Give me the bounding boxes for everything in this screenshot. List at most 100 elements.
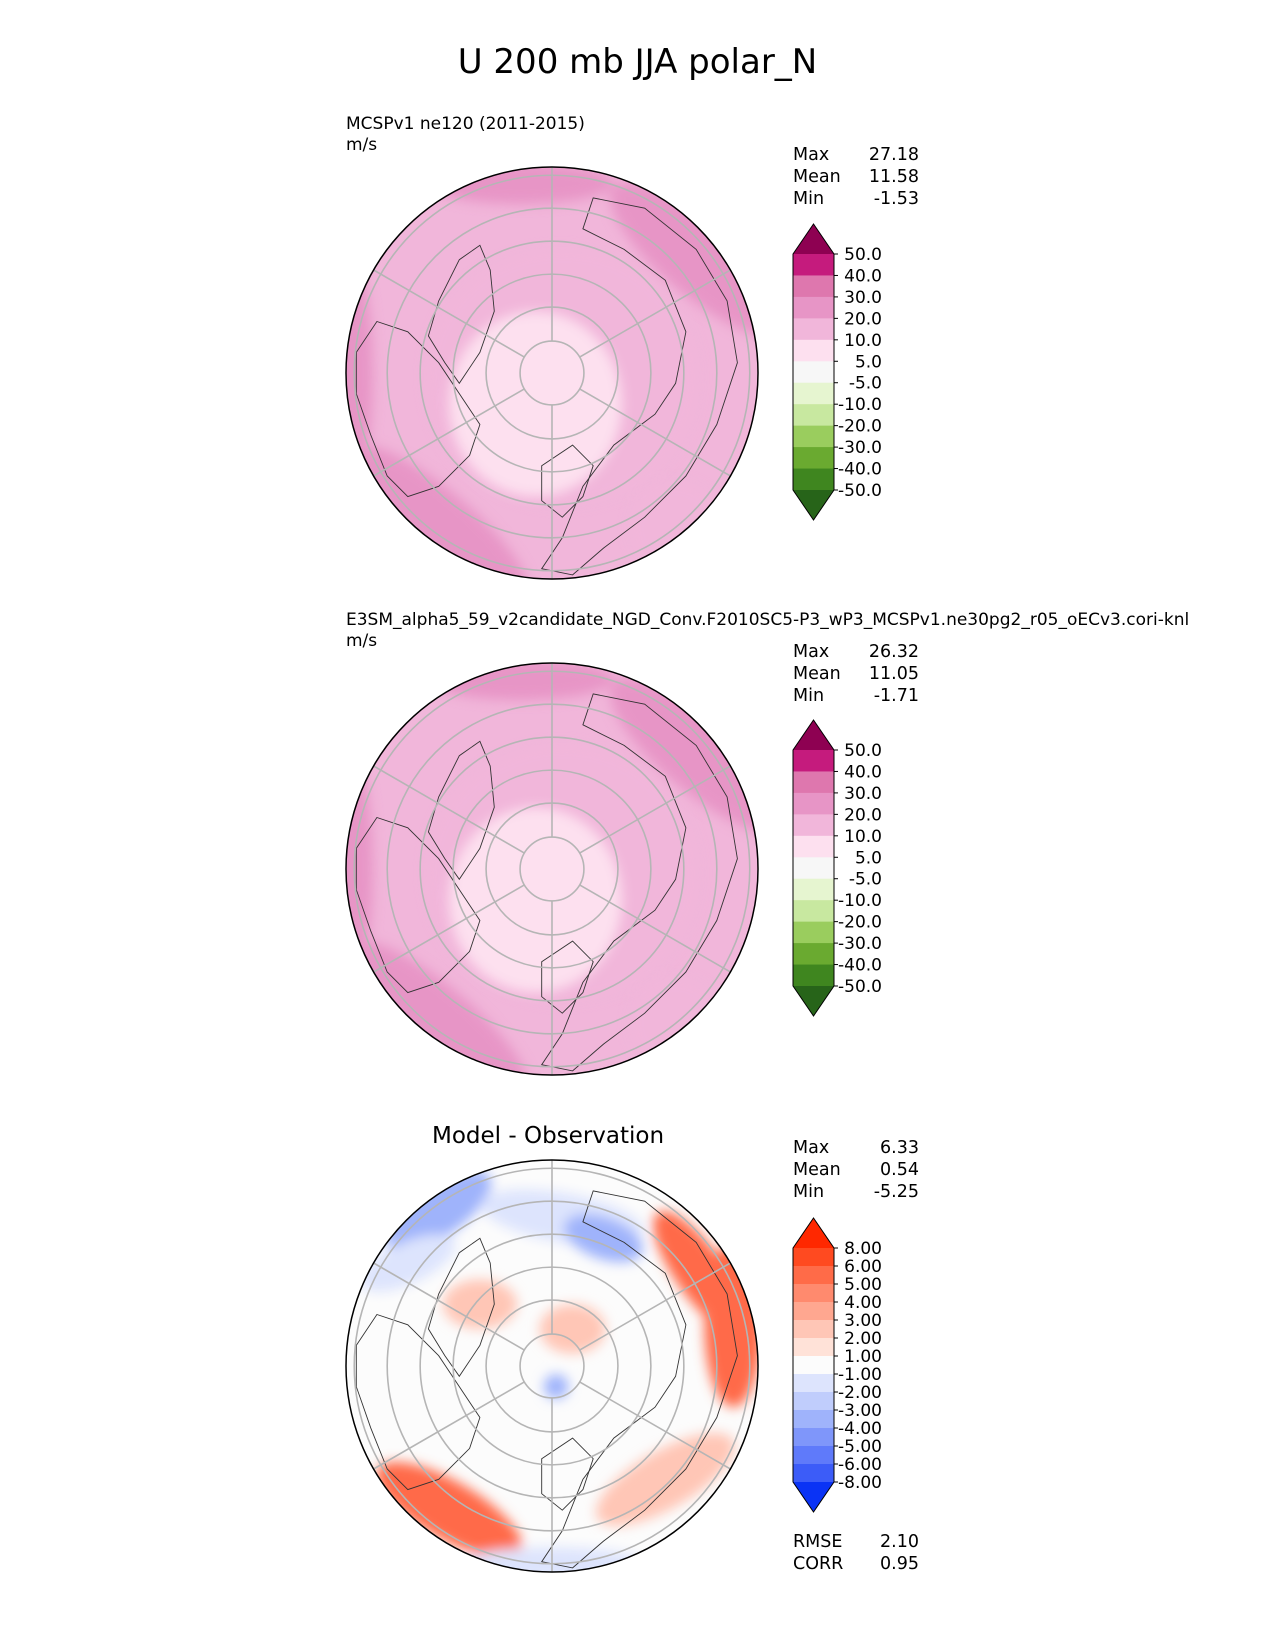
coastline-1 [355,320,481,498]
colorbar-2: 50.040.030.020.010.05.0-5.0-10.0-20.0-30… [792,719,882,1017]
colorbar-extend-max [793,1218,834,1248]
colorbar-segment [793,1410,834,1429]
panel1-units: m/s [346,135,378,155]
colorbar-tick-label: -30.0 [838,438,882,458]
colorbar-segment [793,835,834,858]
west-jet-region [346,259,373,487]
colorbar-extend-min [793,986,834,1016]
colorbar-segment [793,900,834,923]
colorbar-segment [793,750,834,772]
anomaly-regions [360,1170,758,1572]
meridian [373,269,525,358]
stat-value: 27.18 [868,145,919,165]
colorbar-extend-max [793,224,834,254]
colorbar-tick-label: -4.00 [838,1419,882,1439]
colorbar-tick-label: 6.00 [844,1257,882,1277]
colorbar-extend-min [793,1482,834,1512]
meridian [579,269,731,358]
stat-label: Min [793,189,825,209]
anomaly-region-8 [360,1234,456,1292]
stat-value: 11.05 [868,664,919,684]
colorbar-segment [793,468,834,491]
anomaly-region-5 [386,1170,492,1253]
metric-label: RMSE [793,1532,843,1552]
panel1-stats: Max 27.18 Mean 11.58 Min -1.53 [793,144,919,210]
colorbar-segment [793,964,834,987]
colorbar-tick-label: -20.0 [838,417,882,437]
colorbar-segment [793,1266,834,1285]
panel2-stats: Max 26.32 Mean 11.05 Min -1.71 [793,641,919,707]
colorbar-tick-label: -6.00 [838,1455,882,1475]
colorbar-segment [793,254,834,276]
colorbar-tick-label: -3.00 [838,1401,882,1421]
colorbar-tick-label: -40.0 [838,460,882,480]
anomaly-region-4 [539,1304,606,1354]
stat-value: -1.71 [873,686,919,706]
anomaly-region-11 [442,1279,517,1329]
coastline-0 [427,740,495,881]
stat-label: Min [793,1182,825,1202]
graticule [353,663,751,1075]
stat-label: Min [793,686,825,706]
coastline-3 [541,1437,594,1511]
colorbar-segment [793,296,834,319]
colorbar-tick-label: 5.0 [855,848,882,868]
panel1-title: MCSPv1 ne120 (2011-2015) m/s [346,114,585,156]
meridian [373,1262,525,1351]
panel3-title: Model - Observation [432,1123,665,1149]
colorbar-tick-label: 1.00 [844,1347,882,1367]
colorbar-segment [793,1320,834,1339]
colorbar-tick-label: 20.0 [844,805,882,825]
colorbar-segment [793,1446,834,1465]
coastline-2 [540,693,738,1072]
colorbar-segment [793,1302,834,1321]
colorbar-segment [793,792,834,815]
colorbar-tick-label: 40.0 [844,762,882,782]
colorbar-segment [793,361,834,384]
stat-label: Max [793,642,830,662]
colorbar-segment [793,447,834,470]
colorbar-segment [793,771,834,794]
colorbar-tick-label: -30.0 [838,934,882,954]
colorbar-tick-label: -8.00 [838,1473,882,1493]
west-jet-region [346,755,373,983]
colorbar-tick-label: 5.00 [844,1275,882,1295]
colorbar-tick-label: -2.00 [838,1383,882,1403]
colorbar-tick-label: -5.00 [838,1437,882,1457]
meridian [373,1381,525,1470]
colorbar-tick-label: 30.0 [844,288,882,308]
colorbar-segment [793,921,834,944]
coastline-2 [540,1190,738,1569]
colorbar-tick-label: -5.0 [849,870,882,890]
anomaly-region-3 [376,1462,522,1559]
panel2-title: E3SM_alpha5_59_v2candidate_NGD_Conv.F201… [346,610,1189,652]
colorbar-tick-label: -1.00 [838,1365,882,1385]
map-border [345,1159,759,1573]
field-band-polar [449,807,623,993]
colorbar-tick-label: -5.0 [849,374,882,394]
graticule [353,1160,751,1572]
colorbar-tick-label: 10.0 [844,827,882,847]
colorbar-tick-label: -10.0 [838,891,882,911]
colorbar-tick-label: 8.00 [844,1239,882,1259]
meridian [579,765,731,854]
colorbar-tick-label: -20.0 [838,913,882,933]
colorbar-segment [793,318,834,341]
metric-label: CORR [793,1554,844,1574]
coastline-2 [540,197,738,576]
map-border [345,166,759,580]
stat-label: Max [793,1138,830,1158]
colorbar-tick-label: 10.0 [844,331,882,351]
colorbar-segment [793,857,834,880]
meridian [579,1381,731,1470]
meridian [579,1262,731,1351]
metric-value: 2.10 [880,1532,919,1552]
colorbar-segment [793,1392,834,1411]
colorbar-segment [793,382,834,405]
colorbar-segment [793,1374,834,1393]
colorbar-3: 8.006.005.004.003.002.001.00-1.00-2.00-3… [792,1217,882,1513]
panel3-stats: Max 6.33 Mean 0.54 Min -5.25 [793,1137,919,1203]
field-band-polar [449,311,623,497]
colorbar-tick-label: 4.00 [844,1293,882,1313]
